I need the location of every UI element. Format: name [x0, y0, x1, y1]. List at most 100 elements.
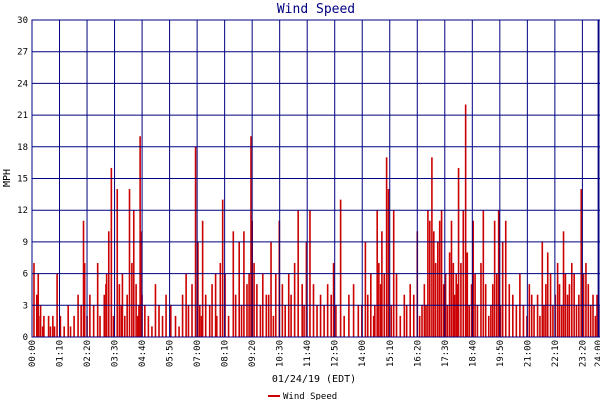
data-bar — [501, 241, 504, 337]
data-bar — [594, 315, 597, 337]
data-bar — [596, 294, 598, 337]
data-bar — [89, 294, 91, 337]
data-bar — [197, 241, 199, 337]
data-bar — [450, 220, 453, 337]
x-tick-label: 14:00 — [358, 340, 368, 367]
data-bar — [446, 305, 449, 337]
data-bar — [63, 326, 65, 337]
x-tick-label: 04:40 — [138, 340, 148, 367]
data-bar — [543, 305, 545, 337]
data-bar — [348, 294, 350, 337]
data-bar — [387, 189, 390, 337]
data-bar — [470, 284, 473, 337]
data-bar — [453, 294, 456, 337]
x-tick-label: 01:10 — [56, 340, 66, 367]
data-bar — [589, 305, 592, 337]
data-bar — [330, 294, 332, 337]
data-bar — [556, 263, 559, 337]
x-tick-label: 11:40 — [303, 340, 313, 367]
data-bar — [466, 252, 469, 337]
data-bar — [566, 294, 569, 337]
data-bar — [425, 305, 427, 337]
data-bar — [123, 315, 126, 337]
data-bar — [103, 294, 106, 337]
x-tick-label: 21:00 — [523, 340, 533, 367]
data-bar — [53, 326, 56, 337]
y-tick-label: 12 — [17, 206, 28, 216]
data-bar — [437, 241, 439, 337]
data-bar — [110, 167, 113, 337]
y-tick-label: 18 — [17, 143, 28, 153]
data-bar — [240, 305, 243, 337]
data-bar — [326, 284, 329, 337]
data-bar — [378, 263, 380, 337]
data-bar — [77, 294, 79, 337]
data-bar — [227, 315, 230, 337]
data-bar — [491, 284, 494, 337]
data-bar — [456, 284, 459, 337]
data-bar — [352, 284, 355, 337]
data-bar — [107, 231, 110, 337]
data-bar — [80, 305, 82, 337]
data-bar — [169, 305, 172, 337]
y-tick-label: 3 — [23, 301, 28, 311]
y-axis-label: MPH — [2, 169, 13, 187]
data-bar — [147, 315, 150, 337]
y-tick-label: 30 — [17, 16, 28, 26]
data-bar — [69, 326, 72, 337]
data-bar — [460, 263, 462, 337]
data-bar — [204, 294, 207, 337]
data-bar — [405, 305, 408, 337]
data-bar — [403, 294, 406, 337]
data-bar — [67, 305, 69, 337]
data-bar — [418, 315, 421, 337]
data-bar — [457, 167, 460, 337]
data-bar — [580, 189, 583, 337]
data-bar — [165, 294, 167, 337]
data-bar — [357, 305, 360, 337]
x-tick-label: 07:00 — [193, 340, 203, 367]
data-bar — [96, 263, 99, 337]
data-bar — [305, 241, 308, 337]
x-tick-label: 22:10 — [551, 340, 561, 367]
x-tick-label: 02:20 — [83, 340, 93, 367]
y-tick-label: 15 — [17, 175, 28, 185]
data-bar — [174, 315, 177, 337]
data-bar — [385, 157, 388, 337]
data-bar — [412, 294, 415, 337]
data-bar — [92, 305, 95, 337]
data-bar — [33, 263, 35, 337]
data-bar — [442, 284, 445, 337]
legend: Wind Speed — [268, 392, 337, 400]
data-bar — [59, 315, 62, 337]
data-bar — [208, 305, 211, 337]
data-bar — [181, 294, 184, 337]
data-bar — [372, 315, 375, 337]
data-bar — [270, 241, 272, 337]
data-bar — [546, 252, 549, 337]
data-bar — [476, 305, 479, 337]
data-bar — [434, 263, 437, 337]
data-bar — [154, 284, 157, 337]
data-bar — [265, 294, 268, 337]
data-bar — [41, 326, 44, 337]
data-bar — [381, 231, 383, 337]
data-bar — [199, 305, 201, 337]
data-bar — [499, 305, 502, 337]
legend-label: Wind Speed — [283, 392, 337, 400]
x-tick-label: 16:20 — [413, 340, 423, 367]
x-tick-label: 09:20 — [248, 340, 258, 367]
y-tick-label: 0 — [23, 333, 28, 343]
data-bar — [161, 315, 164, 337]
x-axis-ticks: 00:00 01:10 02:20 03:30 04:40 05:50 07:00 08:10… — [28, 340, 600, 367]
data-bar — [83, 263, 86, 337]
data-bar — [319, 294, 322, 337]
data-bar — [246, 284, 248, 337]
data-bar — [487, 315, 490, 337]
data-bar — [448, 252, 451, 337]
y-tick-label: 21 — [17, 111, 28, 121]
data-bar — [253, 263, 255, 337]
data-bar — [343, 315, 345, 337]
data-bar — [126, 294, 128, 337]
data-bar — [144, 305, 146, 337]
